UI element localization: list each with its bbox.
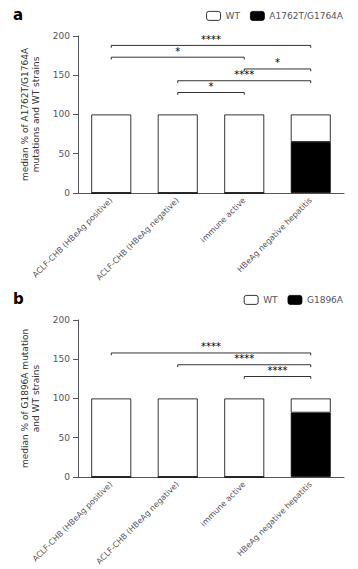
svg-text:ACLF-CHB (HBeAg negative): ACLF-CHB (HBeAg negative) <box>95 196 181 282</box>
svg-text:WT: WT <box>263 295 278 305</box>
svg-text:and WT strains: and WT strains <box>31 364 41 432</box>
svg-text:****: **** <box>234 69 254 80</box>
svg-text:ACLF-CHB (HBeAg positive): ACLF-CHB (HBeAg positive) <box>31 196 115 280</box>
svg-text:50: 50 <box>59 149 71 159</box>
svg-text:100: 100 <box>53 393 70 403</box>
svg-text:immune active: immune active <box>199 196 248 245</box>
svg-text:****: **** <box>234 353 254 364</box>
svg-text:*: * <box>209 81 214 92</box>
svg-text:b: b <box>13 290 24 308</box>
svg-text:ACLF-CHB (HBeAg negative): ACLF-CHB (HBeAg negative) <box>95 480 181 566</box>
svg-text:****: **** <box>201 341 221 352</box>
svg-text:0: 0 <box>64 472 70 482</box>
svg-text:A1762T/G1764A: A1762T/G1764A <box>269 11 343 21</box>
svg-text:HBeAg negative hepatitis: HBeAg negative hepatitis <box>236 480 314 558</box>
svg-text:150: 150 <box>53 354 70 364</box>
svg-text:G1896A: G1896A <box>307 295 344 305</box>
svg-text:****: **** <box>201 34 221 45</box>
svg-text:0: 0 <box>64 188 70 198</box>
svg-text:WT: WT <box>226 11 241 21</box>
svg-text:HBeAg negative hepatitis: HBeAg negative hepatitis <box>236 196 314 274</box>
svg-text:200: 200 <box>53 315 70 325</box>
svg-text:immune active: immune active <box>199 480 248 529</box>
svg-text:50: 50 <box>59 433 71 443</box>
svg-text:200: 200 <box>53 31 70 41</box>
svg-text:****: **** <box>268 365 288 376</box>
svg-text:*: * <box>275 57 280 68</box>
svg-text:median % of G1896A mutation: median % of G1896A mutation <box>20 329 30 468</box>
svg-text:a: a <box>13 6 23 24</box>
svg-text:150: 150 <box>53 70 70 80</box>
svg-text:100: 100 <box>53 109 70 119</box>
svg-text:mutations and WT strains: mutations and WT strains <box>31 56 41 172</box>
svg-text:median % of A1762T/G1764A: median % of A1762T/G1764A <box>20 47 30 181</box>
svg-text:*: * <box>175 46 180 57</box>
svg-text:ACLF-CHB (HBeAg positive): ACLF-CHB (HBeAg positive) <box>31 480 115 564</box>
